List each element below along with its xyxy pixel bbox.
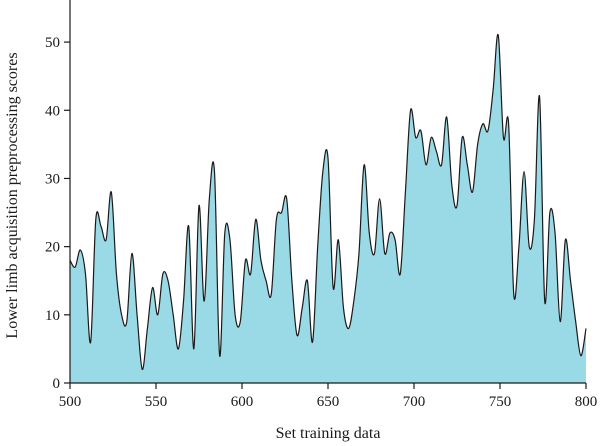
x-tick-label: 700	[403, 394, 426, 410]
y-tick-label: 30	[45, 171, 60, 187]
y-tick-label: 0	[53, 376, 61, 392]
y-tick-label: 20	[45, 240, 60, 256]
x-tick-label: 600	[231, 394, 254, 410]
x-tick-label: 800	[575, 394, 598, 410]
plot-area	[69, 33, 587, 383]
y-axis-label: Lower limb acquisition preprocessing sco…	[4, 52, 21, 338]
y-axis-ticks: 0 10 20 30 40 50	[45, 35, 70, 392]
y-tick-label: 40	[45, 103, 60, 119]
y-tick-label: 50	[45, 35, 60, 51]
x-tick-label: 750	[489, 394, 512, 410]
x-tick-label: 550	[145, 394, 168, 410]
x-axis-label: Set training data	[276, 425, 381, 442]
area-fill	[70, 34, 586, 383]
y-tick-label: 10	[45, 308, 60, 324]
x-tick-label: 500	[59, 394, 82, 410]
x-tick-label: 650	[317, 394, 340, 410]
x-axis-ticks: 500 550 600 650 700 750 800	[59, 383, 598, 410]
series-line	[69, 33, 587, 370]
